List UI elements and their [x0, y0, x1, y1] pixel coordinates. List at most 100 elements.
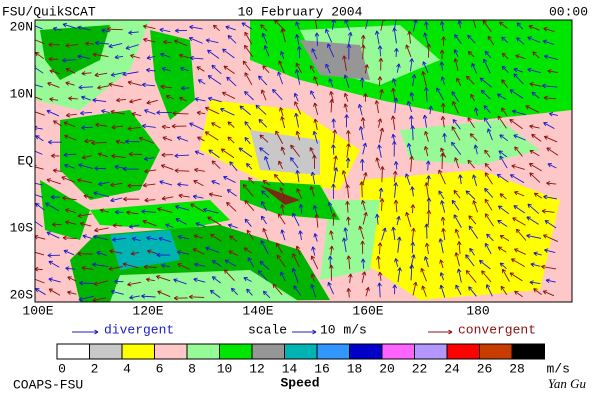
wind-arrow [544, 220, 557, 229]
wind-arrow [440, 102, 446, 114]
wind-arrow [424, 131, 429, 142]
wind-arrow [65, 266, 76, 271]
wind-arrow [276, 254, 286, 268]
wind-arrow [35, 51, 45, 60]
wind-arrow [409, 58, 414, 72]
wind-arrow [499, 193, 507, 200]
footer-left: COAPS-FSU [13, 377, 83, 392]
wind-arrow [51, 222, 62, 227]
wind-arrow [293, 92, 299, 102]
wind-arrow [451, 199, 460, 211]
wind-arrow [543, 122, 555, 129]
wind-arrow [360, 34, 366, 46]
wind-arrow [480, 89, 491, 100]
wind-arrow [499, 262, 507, 270]
wind-arrow [92, 52, 109, 58]
wind-arrow [364, 64, 369, 74]
wind-arrow [145, 277, 155, 283]
wind-arrow [529, 82, 542, 87]
wind-arrow [501, 36, 509, 43]
wind-arrow [48, 260, 60, 268]
wind-arrow [128, 151, 142, 157]
lat-label: 10S [10, 220, 34, 235]
wind-arrow [406, 100, 412, 113]
wind-arrow [469, 133, 478, 141]
wind-arrow [122, 166, 139, 172]
wind-arrow [243, 247, 252, 254]
wind-arrow [177, 182, 189, 187]
wind-arrow [313, 76, 319, 87]
wind-arrow [380, 166, 385, 183]
wind-arrow [409, 264, 415, 281]
wind-arrow [483, 105, 491, 114]
wind-arrow [259, 134, 269, 143]
wind-arrow [293, 285, 302, 296]
wind-arrow [529, 172, 541, 183]
wind-arrow [80, 110, 93, 116]
wind-arrow [392, 78, 397, 87]
lon-labels: 100E 120E 140E 160E 180 [22, 303, 489, 318]
wind-arrow [35, 288, 46, 296]
wind-arrow [110, 109, 125, 115]
colorbar-swatch [251, 343, 285, 360]
colorbar-swatch [479, 343, 513, 360]
wind-arrow [67, 290, 77, 296]
wind-arrow [361, 44, 366, 60]
wind-arrow [63, 249, 75, 256]
wind-arrow [189, 122, 204, 131]
wind-arrow [46, 178, 61, 185]
colorbar-swatch [56, 343, 90, 360]
wind-arrow [197, 79, 206, 85]
wind-arrow [247, 257, 255, 268]
wind-arrow [146, 55, 156, 60]
legend-arrow [292, 329, 317, 335]
wind-arrow [526, 216, 539, 225]
wind-arrow [62, 235, 77, 241]
wind-arrow [222, 48, 235, 59]
wind-arrow [35, 25, 43, 30]
wind-arrow [440, 116, 446, 128]
wind-arrow [346, 255, 352, 270]
wind-arrow [542, 39, 555, 45]
wind-arrow [211, 64, 222, 75]
wind-arrow [114, 54, 124, 60]
wind-arrow [108, 82, 124, 88]
wind-arrow [469, 247, 475, 256]
wind-arrow [194, 97, 206, 102]
wind-arrow [176, 136, 189, 142]
wind-arrow [310, 273, 316, 282]
wind-arrow [175, 218, 187, 225]
wind-arrow [278, 60, 285, 74]
wind-arrow [127, 183, 142, 189]
wind-arrow [97, 85, 110, 90]
wind-arrow [471, 62, 478, 74]
wind-arrow [193, 234, 203, 239]
wind-arrow [242, 184, 254, 197]
legend-scale-value: 10 m/s [320, 322, 367, 337]
wind-arrow [196, 110, 206, 116]
wind-arrow [392, 284, 398, 295]
wind-arrow [142, 182, 156, 188]
wind-arrow [211, 180, 220, 185]
wind-arrow [130, 251, 140, 256]
wind-arrow [174, 153, 190, 159]
wind-arrow [313, 118, 318, 131]
wind-arrow [410, 241, 416, 254]
wind-arrow [405, 44, 412, 58]
wind-arrow [406, 142, 412, 157]
wind-arrow [451, 126, 461, 141]
wind-arrow [260, 89, 267, 101]
wind-arrow [394, 48, 399, 57]
land [60, 110, 160, 200]
wind-arrow [273, 173, 285, 186]
wind-arrow [314, 20, 318, 30]
wind-arrow [346, 44, 352, 60]
wind-arrow [501, 52, 509, 60]
wind-arrow [48, 56, 59, 62]
wind-arrow [342, 55, 347, 71]
wind-arrow [421, 285, 427, 297]
wind-arrow [158, 236, 172, 243]
wind-arrow [35, 150, 43, 155]
wind-arrow [424, 21, 429, 31]
wind-arrow [65, 112, 77, 118]
